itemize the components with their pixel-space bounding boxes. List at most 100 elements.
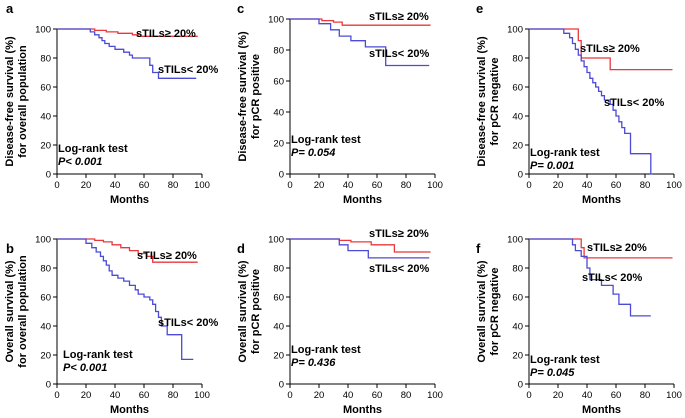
x-tick-label: 80 bbox=[640, 180, 651, 191]
y-axis-label: for pCR negative bbox=[489, 57, 501, 145]
p-value: P= 0.001 bbox=[530, 160, 574, 172]
y-tick-label: 100 bbox=[268, 15, 284, 26]
km-panel-c: c 0 20 40 60 80 100 0 20 40 60 80 100 Months Disease-f… bbox=[237, 1, 443, 206]
p-value: P= 0.054 bbox=[291, 147, 335, 159]
y-tick-label: 0 bbox=[279, 380, 284, 391]
y-axis-label: Overall survival (%) bbox=[237, 260, 249, 362]
y-tick-label: 20 bbox=[512, 141, 523, 152]
x-axis-label: Months bbox=[343, 404, 382, 416]
y-tick-label: 60 bbox=[512, 83, 523, 94]
survival-curve-low-stils bbox=[290, 18, 430, 67]
survival-curve-high-stils bbox=[57, 28, 198, 37]
panel-letter: a bbox=[6, 1, 14, 16]
x-axis-label: Months bbox=[343, 194, 382, 206]
survival-curve-low-stils bbox=[57, 28, 197, 79]
y-axis-label: for overall population bbox=[17, 255, 29, 368]
series-label-low-stils: sTILs< 20% bbox=[369, 263, 429, 275]
x-tick-label: 20 bbox=[553, 390, 564, 401]
x-tick-label: 60 bbox=[139, 180, 150, 191]
x-tick-label: 0 bbox=[287, 180, 292, 191]
y-axis-label: Disease-free survival (%) bbox=[237, 31, 249, 162]
x-axis-label: Months bbox=[110, 194, 149, 206]
km-panel-b: b 0 20 40 60 80 100 0 20 40 60 80 100 Months Overall s… bbox=[4, 235, 218, 417]
x-tick-label: 80 bbox=[168, 180, 179, 191]
survival-curve-high-stils bbox=[529, 238, 673, 259]
log-rank-label: Log-rank test bbox=[530, 354, 600, 366]
x-tick-label: 0 bbox=[526, 390, 531, 401]
x-tick-label: 40 bbox=[343, 180, 354, 191]
survival-curve-high-stils bbox=[529, 28, 673, 71]
km-panel-a: a 0 20 40 60 80 100 0 20 40 60 80 100 Months Disease-f… bbox=[4, 1, 218, 206]
x-tick-label: 0 bbox=[54, 180, 59, 191]
y-tick-label: 100 bbox=[35, 25, 51, 36]
y-tick-label: 80 bbox=[40, 54, 51, 65]
x-tick-label: 40 bbox=[110, 180, 121, 191]
series-label-high-stils: sTILs≥ 20% bbox=[137, 250, 197, 262]
log-rank-label: Log-rank test bbox=[291, 134, 361, 146]
y-tick-label: 0 bbox=[518, 170, 523, 181]
log-rank-label: Log-rank test bbox=[291, 344, 361, 356]
x-tick-label: 100 bbox=[666, 180, 682, 191]
panel-letter: e bbox=[476, 1, 483, 16]
y-axis-label: for pCR positive bbox=[250, 54, 262, 139]
y-tick-label: 40 bbox=[40, 322, 51, 333]
x-tick-label: 20 bbox=[81, 180, 92, 191]
log-rank-label: Log-rank test bbox=[63, 349, 133, 361]
series-label-high-stils: sTILs≥ 20% bbox=[136, 28, 196, 40]
panel-letter: c bbox=[237, 1, 244, 16]
y-axis-label: Overall survival (%) bbox=[476, 260, 488, 362]
x-tick-label: 20 bbox=[81, 390, 92, 401]
y-tick-label: 80 bbox=[273, 264, 284, 275]
y-tick-label: 0 bbox=[279, 170, 284, 181]
y-tick-label: 20 bbox=[273, 351, 284, 362]
series-label-high-stils: sTILs≥ 20% bbox=[580, 43, 640, 55]
x-axis-label: Months bbox=[582, 194, 621, 206]
y-tick-label: 100 bbox=[507, 25, 523, 36]
y-tick-label: 40 bbox=[273, 108, 284, 119]
log-rank-label: Log-rank test bbox=[58, 143, 128, 155]
x-tick-label: 100 bbox=[194, 180, 210, 191]
x-axis-label: Months bbox=[582, 404, 621, 416]
x-tick-label: 60 bbox=[611, 180, 622, 191]
x-tick-label: 100 bbox=[666, 390, 682, 401]
series-label-low-stils: sTILs< 20% bbox=[604, 97, 664, 109]
y-tick-label: 80 bbox=[40, 264, 51, 275]
y-tick-label: 20 bbox=[40, 141, 51, 152]
y-tick-label: 20 bbox=[512, 351, 523, 362]
series-label-high-stils: sTILs≥ 20% bbox=[369, 228, 429, 240]
y-tick-label: 100 bbox=[507, 235, 523, 246]
x-tick-label: 60 bbox=[372, 180, 383, 191]
survival-curve-low-stils bbox=[57, 238, 194, 361]
x-tick-label: 40 bbox=[343, 390, 354, 401]
y-tick-label: 20 bbox=[273, 139, 284, 150]
y-tick-label: 80 bbox=[273, 46, 284, 57]
y-tick-label: 0 bbox=[46, 170, 51, 181]
survival-curve-low-stils bbox=[529, 28, 653, 175]
x-tick-label: 0 bbox=[287, 390, 292, 401]
x-tick-label: 80 bbox=[401, 390, 412, 401]
x-tick-label: 100 bbox=[194, 390, 210, 401]
y-tick-label: 60 bbox=[40, 293, 51, 304]
x-tick-label: 80 bbox=[640, 390, 651, 401]
x-tick-label: 0 bbox=[54, 390, 59, 401]
y-tick-label: 20 bbox=[40, 351, 51, 362]
y-tick-label: 60 bbox=[512, 293, 523, 304]
y-tick-label: 40 bbox=[512, 322, 523, 333]
x-axis-label: Months bbox=[110, 404, 149, 416]
x-tick-label: 60 bbox=[139, 390, 150, 401]
series-label-high-stils: sTILs≥ 20% bbox=[369, 11, 429, 23]
y-tick-label: 60 bbox=[40, 83, 51, 94]
x-tick-label: 80 bbox=[401, 180, 412, 191]
y-tick-label: 60 bbox=[273, 77, 284, 88]
y-axis-label: Disease-free survival (%) bbox=[476, 36, 488, 167]
y-tick-label: 80 bbox=[512, 264, 523, 275]
panel-letter: d bbox=[237, 241, 245, 256]
panel-letter: b bbox=[6, 241, 14, 256]
x-tick-label: 40 bbox=[110, 390, 121, 401]
km-panel-f: f 0 20 40 60 80 100 0 20 40 60 80 100 Months Overall s… bbox=[476, 235, 682, 417]
x-tick-label: 60 bbox=[611, 390, 622, 401]
p-value: P= 0.436 bbox=[291, 357, 336, 369]
y-tick-label: 100 bbox=[268, 235, 284, 246]
y-tick-label: 80 bbox=[512, 54, 523, 65]
